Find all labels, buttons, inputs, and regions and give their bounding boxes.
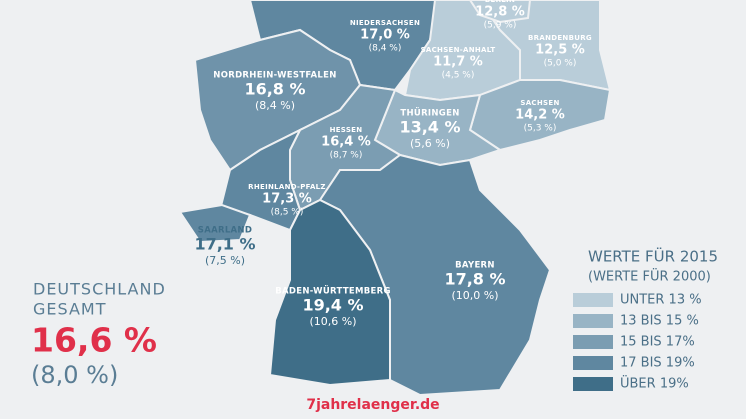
- state-berlin: [468, 0, 532, 24]
- legend-item-label: ÜBER 19%: [620, 375, 689, 392]
- state-value-2000: (5,3 %): [524, 124, 557, 134]
- state-name: BERLIN: [485, 0, 515, 4]
- state-value-2000: (8,4 %): [369, 44, 402, 54]
- state-value-2015: 16,8 %: [244, 80, 305, 99]
- legend-swatch: [573, 377, 613, 391]
- state-value-2015: 16,4 %: [321, 135, 371, 150]
- legend-swatch: [573, 335, 613, 349]
- state-value-2015: 13,4 %: [399, 118, 460, 137]
- legend-swatch: [573, 293, 613, 307]
- state-value-2000: (10,6 %): [309, 315, 356, 328]
- legend-swatches: [573, 293, 613, 391]
- state-value-2015: 12,8 %: [475, 5, 525, 20]
- state-name: BAYERN: [455, 261, 495, 271]
- state-name: SACHSEN: [520, 99, 559, 107]
- state-name: BRANDENBURG: [528, 34, 592, 42]
- state-value-2015: 11,7 %: [433, 55, 483, 70]
- legend-item-label: UNTER 13 %: [620, 293, 702, 308]
- legend-items: UNTER 13 % 13 BIS 15 % 15 BIS 17% 17 BIS 19…: [620, 293, 702, 392]
- state-value-2000: (8,4 %): [255, 99, 295, 112]
- legend-subtitle: (WERTE FÜR 2000): [588, 268, 711, 285]
- state-value-2015: 17,1 %: [194, 235, 255, 254]
- summary-value: 16,6 %: [31, 321, 157, 360]
- map: [178, 0, 612, 397]
- state-name: THÜRINGEN: [400, 108, 459, 119]
- legend-title: WERTE FÜR 2015: [588, 247, 718, 266]
- state-saarland: [178, 203, 252, 244]
- state-value-2015: 17,8 %: [444, 270, 505, 289]
- legend-swatch: [573, 314, 613, 328]
- state-value-2015: 12,5 %: [535, 43, 585, 58]
- state-name: BADEN-WÜRTTEMBERG: [275, 286, 391, 297]
- legend-swatch: [573, 356, 613, 370]
- legend-item-label: 15 BIS 17%: [620, 335, 695, 350]
- state-name: RHEINLAND-PFALZ: [248, 183, 326, 191]
- state-value-2000: (4,5 %): [442, 71, 475, 81]
- state-value-2015: 17,3 %: [262, 192, 312, 207]
- state-name: NORDRHEIN-WESTFALEN: [213, 71, 336, 81]
- footer-url: 7jahrelaenger.de: [306, 397, 439, 413]
- legend-item-label: 13 BIS 15 %: [620, 314, 699, 329]
- state-value-2000: (8,7 %): [330, 151, 363, 161]
- state-value-2015: 17,0 %: [360, 28, 410, 43]
- state-name: SACHSEN-ANHALT: [421, 46, 496, 54]
- summary-value-2000: (8,0 %): [31, 361, 118, 389]
- state-value-2000: (5,6 %): [410, 137, 450, 150]
- state-value-2000: (5,0 %): [544, 59, 577, 69]
- state-value-2015: 14,2 %: [515, 108, 565, 123]
- summary-label-line2: GESAMT: [33, 300, 106, 319]
- state-name: SAARLAND: [198, 226, 252, 236]
- state-value-2000: (5,9 %): [484, 21, 517, 31]
- state-value-2000: (10,0 %): [451, 289, 498, 302]
- state-name: HESSEN: [330, 126, 363, 134]
- legend-item-label: 17 BIS 19%: [620, 356, 695, 371]
- state-baden-wuerttemberg: [268, 198, 391, 387]
- state-name: NIEDERSACHSEN: [350, 19, 420, 27]
- summary-label-line1: DEUTSCHLAND: [33, 280, 166, 299]
- state-value-2000: (7,5 %): [205, 254, 245, 267]
- state-value-2015: 19,4 %: [302, 296, 363, 315]
- state-value-2000: (8,5 %): [271, 208, 304, 218]
